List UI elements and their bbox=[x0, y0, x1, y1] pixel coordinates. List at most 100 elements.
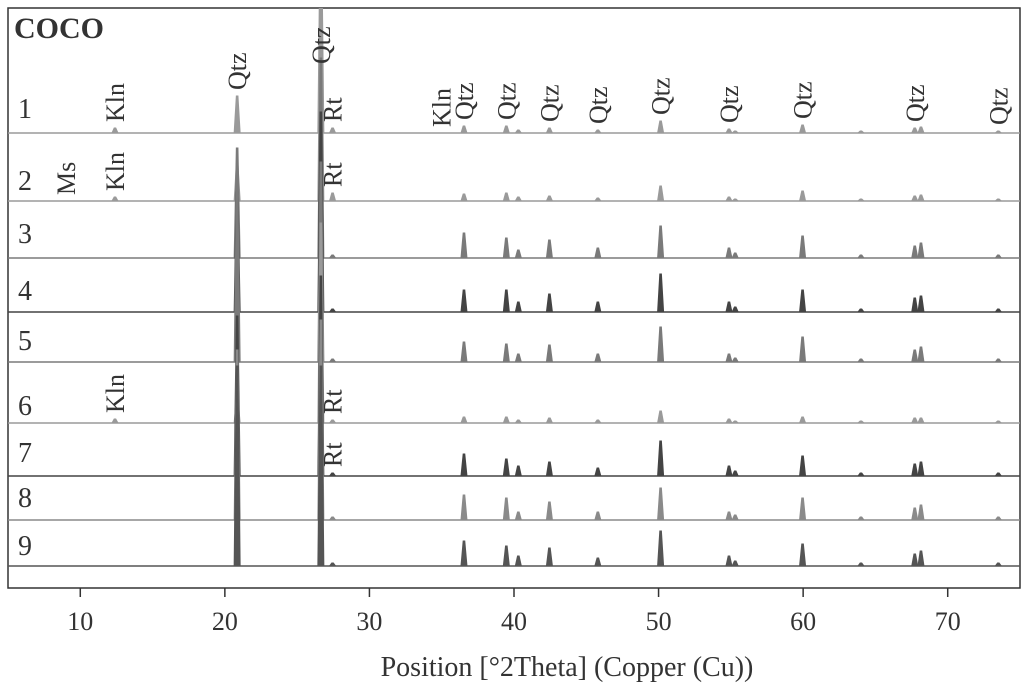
peak bbox=[502, 192, 510, 202]
peak bbox=[799, 336, 807, 363]
phase-label: Qtz bbox=[715, 85, 744, 123]
series-label: 1 bbox=[18, 94, 32, 125]
peak bbox=[460, 289, 468, 313]
peak bbox=[545, 461, 554, 477]
peak bbox=[593, 197, 602, 202]
peak bbox=[725, 511, 733, 521]
peak bbox=[799, 543, 807, 567]
peak bbox=[856, 562, 865, 567]
peak bbox=[731, 357, 740, 363]
peak bbox=[798, 416, 807, 424]
peak bbox=[910, 127, 919, 134]
phase-label: Qtz bbox=[535, 84, 564, 122]
peak bbox=[502, 125, 511, 134]
peak bbox=[545, 293, 553, 313]
x-tick-label: 60 bbox=[790, 607, 816, 636]
peak bbox=[593, 129, 602, 134]
peak bbox=[594, 557, 602, 567]
peak bbox=[856, 516, 865, 521]
series-label: 6 bbox=[18, 391, 32, 422]
peak bbox=[911, 245, 919, 259]
peak bbox=[994, 420, 1003, 424]
peak bbox=[657, 225, 665, 259]
series-label: 7 bbox=[18, 438, 32, 469]
chart-title: COCO bbox=[14, 12, 104, 45]
x-tick-label: 20 bbox=[212, 607, 238, 636]
phase-label: Qtz bbox=[984, 87, 1013, 125]
peak bbox=[917, 346, 925, 363]
peak bbox=[656, 120, 665, 134]
peak bbox=[731, 252, 739, 259]
peak bbox=[328, 419, 337, 424]
x-tick-label: 50 bbox=[646, 607, 672, 636]
peak bbox=[514, 353, 522, 363]
peak bbox=[328, 358, 337, 363]
peak bbox=[911, 297, 919, 313]
peak bbox=[657, 440, 665, 477]
phase-label: Qtz bbox=[307, 26, 336, 64]
peak bbox=[328, 127, 337, 134]
phase-label: Rt bbox=[319, 442, 348, 467]
peak bbox=[657, 530, 665, 567]
peak bbox=[233, 365, 241, 567]
peak bbox=[725, 418, 733, 424]
peak bbox=[514, 465, 522, 477]
peak bbox=[731, 470, 739, 477]
peak bbox=[460, 540, 468, 567]
peak bbox=[514, 249, 522, 259]
peak bbox=[656, 410, 665, 424]
peak bbox=[502, 343, 510, 363]
peak bbox=[731, 514, 739, 521]
peak bbox=[545, 239, 553, 259]
phase-label: Qtz bbox=[647, 77, 676, 115]
peak bbox=[856, 254, 865, 259]
peak bbox=[657, 326, 665, 363]
peak bbox=[502, 416, 511, 424]
peak bbox=[911, 349, 919, 363]
peak bbox=[460, 232, 468, 259]
peak bbox=[594, 353, 602, 363]
peak bbox=[911, 553, 919, 567]
peak bbox=[725, 353, 733, 363]
peak bbox=[502, 497, 510, 521]
peak bbox=[917, 126, 925, 134]
peak bbox=[917, 242, 925, 259]
peak bbox=[994, 308, 1003, 313]
phase-label: Rt bbox=[319, 97, 348, 122]
x-tick-label: 70 bbox=[935, 607, 961, 636]
peak bbox=[514, 196, 523, 202]
phase-label: Qtz bbox=[492, 82, 521, 120]
peak bbox=[856, 472, 865, 477]
peak bbox=[514, 511, 522, 521]
peak bbox=[798, 124, 807, 134]
peak bbox=[725, 196, 733, 202]
peak bbox=[514, 555, 522, 567]
peak bbox=[856, 308, 865, 313]
peak bbox=[545, 344, 553, 363]
series-label: 9 bbox=[18, 531, 32, 562]
x-tick-label: 30 bbox=[356, 607, 382, 636]
peak bbox=[910, 195, 919, 202]
peak bbox=[514, 419, 523, 424]
peak bbox=[917, 504, 925, 521]
series-label: 4 bbox=[18, 276, 32, 307]
peak bbox=[657, 185, 665, 202]
peak bbox=[514, 301, 522, 313]
peak bbox=[594, 511, 602, 521]
peak bbox=[798, 190, 807, 202]
x-tick-label: 10 bbox=[67, 607, 93, 636]
peak bbox=[502, 545, 510, 567]
peak bbox=[730, 198, 740, 202]
peak bbox=[725, 301, 733, 313]
peak bbox=[657, 273, 665, 313]
peak bbox=[917, 194, 925, 202]
phase-label: Kln bbox=[101, 374, 130, 413]
peak bbox=[460, 453, 468, 477]
peak bbox=[594, 247, 602, 259]
peak bbox=[725, 465, 733, 477]
peak bbox=[657, 487, 665, 521]
peak bbox=[917, 550, 925, 567]
peak bbox=[910, 417, 919, 424]
peak bbox=[917, 461, 925, 477]
x-axis-label: Position [°2Theta] (Copper (Cu)) bbox=[381, 652, 754, 683]
